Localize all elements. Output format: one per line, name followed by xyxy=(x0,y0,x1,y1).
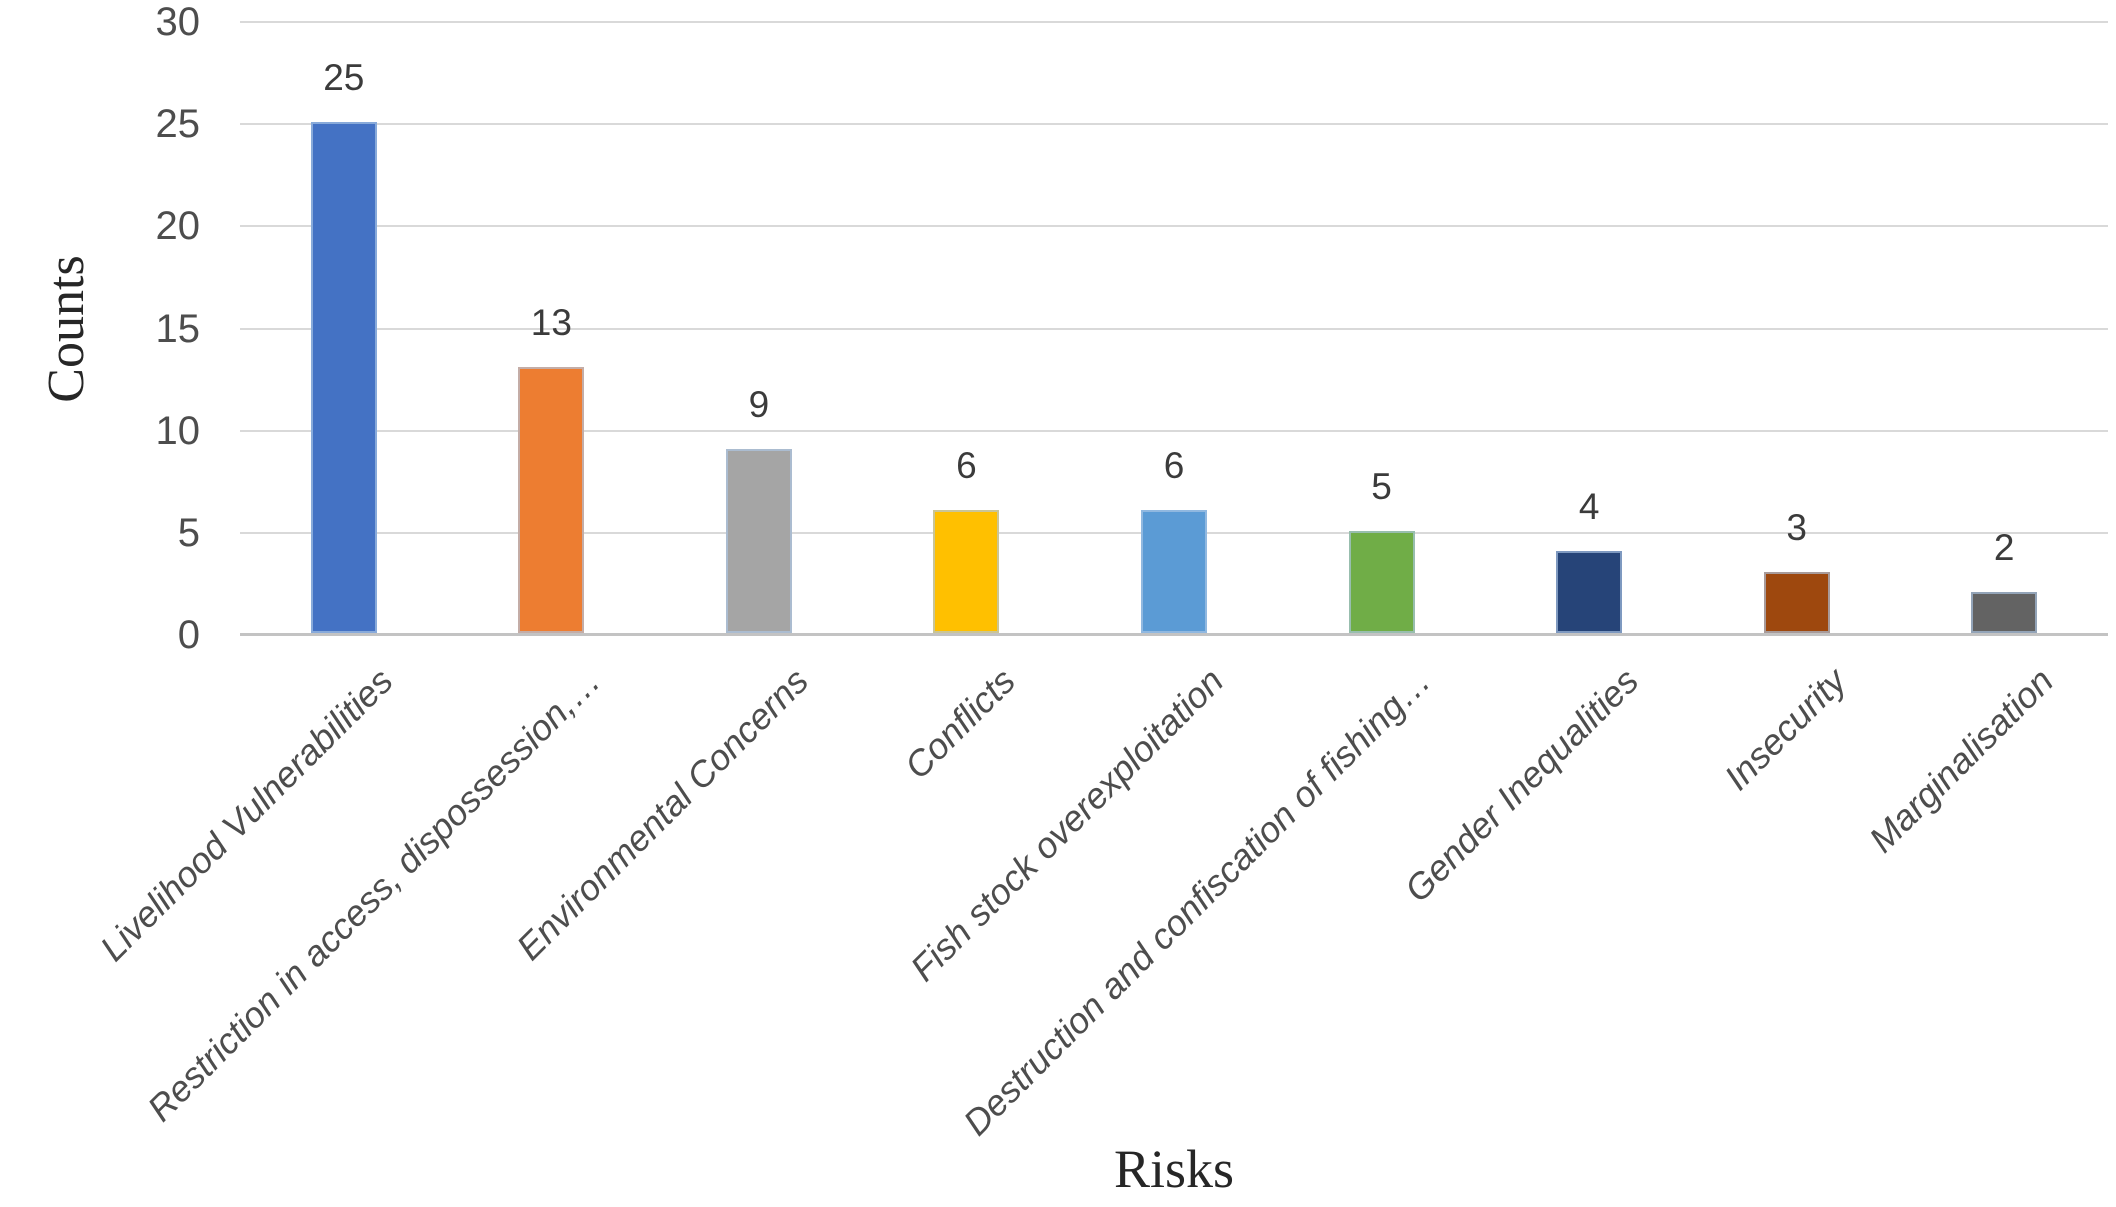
bar-5 xyxy=(1141,510,1207,633)
x-axis-title: Risks xyxy=(1113,1139,1235,1199)
y-tick-label-30: 30 xyxy=(155,0,201,44)
gridline-10 xyxy=(240,429,2108,432)
bar-value-label-4: 6 xyxy=(956,445,977,487)
bar-value-label-6: 5 xyxy=(1371,465,1392,507)
y-tick-label-0: 0 xyxy=(177,613,200,657)
bar-value-label-1: 25 xyxy=(323,57,365,99)
bar-value-label-9: 2 xyxy=(1993,527,2015,569)
category-label-7: Gender Inequalities xyxy=(1396,660,1647,910)
y-tick-label-5: 5 xyxy=(177,510,200,555)
y-tick-label-15: 15 xyxy=(155,306,201,351)
bar-6 xyxy=(1348,530,1415,633)
bar-7 xyxy=(1556,551,1623,633)
bar-value-label-5: 6 xyxy=(1163,445,1185,487)
bar-value-label-3: 9 xyxy=(748,384,770,426)
y-tick-label-10: 10 xyxy=(155,408,201,453)
x-axis-line xyxy=(240,633,2108,636)
bar-value-label-7: 4 xyxy=(1578,486,1600,528)
y-axis-title: Counts xyxy=(38,255,95,403)
plot-area: 25 13 9 6 6 5 4 3 2 xyxy=(240,21,2108,636)
bar-9 xyxy=(1971,592,2038,633)
category-label-6: Destruction and confiscation of fishing… xyxy=(955,660,1439,1144)
bar-2 xyxy=(518,367,585,633)
category-label-8: Insecurity xyxy=(1715,660,1854,798)
bar-4 xyxy=(933,510,1000,633)
category-label-9: Marginalisation xyxy=(1861,660,2062,861)
bar-value-label-2: 13 xyxy=(530,302,572,344)
gridline-15 xyxy=(240,327,2108,330)
gridline-25 xyxy=(240,123,2108,126)
bar-3 xyxy=(725,449,792,633)
bar-value-label-8: 3 xyxy=(1786,506,1807,548)
category-label-2: Restriction in access, dispossession,… xyxy=(139,660,609,1129)
bar-1 xyxy=(310,122,377,633)
bar-8 xyxy=(1763,571,1830,633)
gridline-30 xyxy=(240,21,2108,23)
y-tick-label-20: 20 xyxy=(155,204,201,249)
category-label-4: Conflicts xyxy=(896,660,1024,787)
gridline-20 xyxy=(240,225,2108,228)
y-tick-label-25: 25 xyxy=(155,102,201,147)
